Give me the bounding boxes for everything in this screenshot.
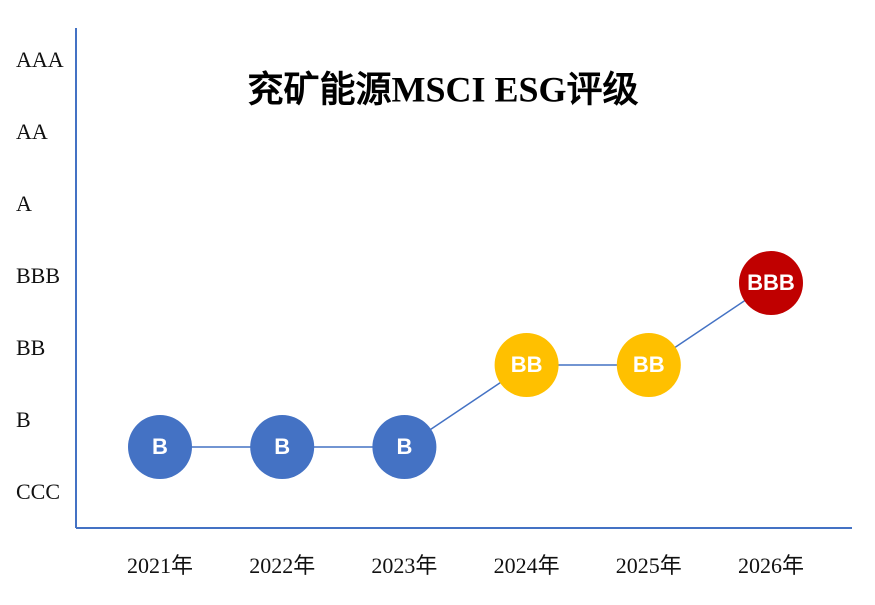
point (372, 415, 437, 479)
x-tick-label: 2024年 (494, 553, 560, 578)
point (494, 333, 559, 397)
point (616, 333, 681, 397)
x-tick-label: 2025年 (616, 553, 682, 578)
point-label: B (152, 434, 168, 459)
point-label: BBB (747, 270, 795, 295)
x-tick-label: 2023年 (371, 553, 437, 578)
point-label: B (396, 434, 412, 459)
point-label: BB (633, 352, 665, 377)
y-tick-label: A (16, 191, 32, 216)
y-tick-label: AA (16, 119, 48, 144)
y-tick-label: BBB (16, 263, 60, 288)
point-label: B (274, 434, 290, 459)
point-label: BB (511, 352, 543, 377)
y-tick-label: CCC (16, 479, 60, 504)
chart-title: 兖矿能源MSCI ESG评级 (247, 69, 638, 109)
y-tick-label: BB (16, 335, 45, 360)
x-tick-label: 2021年 (127, 553, 193, 578)
y-tick-label: B (16, 407, 31, 432)
x-tick-label: 2026年 (738, 553, 804, 578)
x-tick-label: 2022年 (249, 553, 315, 578)
point (739, 251, 803, 315)
y-tick-label: AAA (16, 47, 64, 72)
point (128, 415, 192, 479)
point (250, 415, 315, 479)
